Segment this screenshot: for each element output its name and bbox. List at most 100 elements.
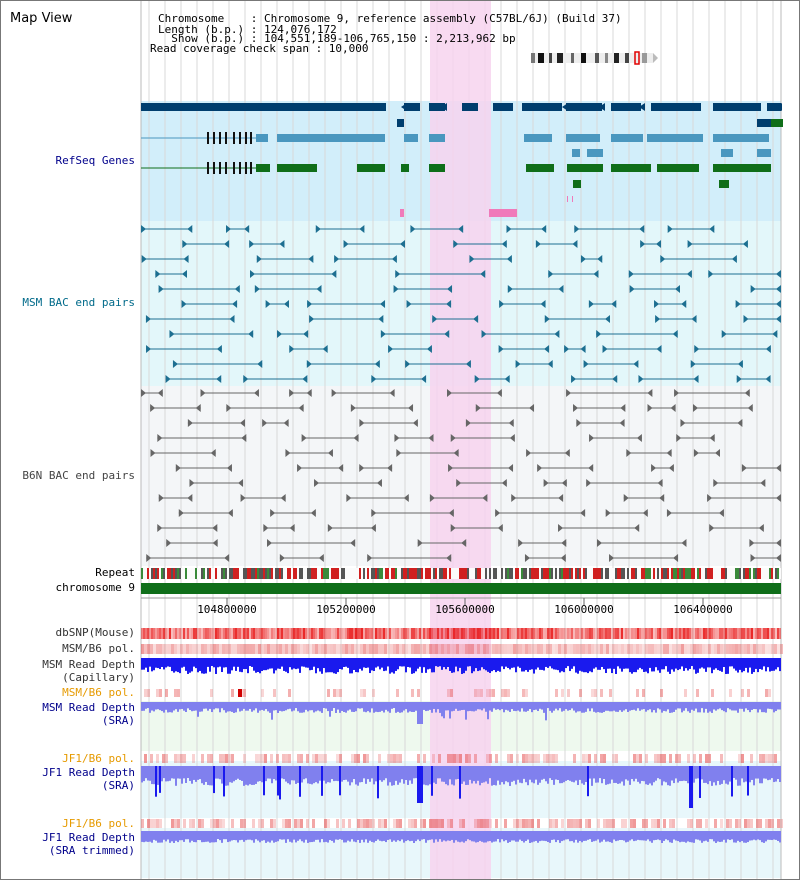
dbsnp-density (439, 628, 441, 639)
msm-depth-capillary-bar (723, 658, 725, 667)
msm-bac-pair-end (458, 225, 464, 233)
track-label-jf1-depth[interactable]: JF1 Read Depth (42, 766, 135, 779)
track-label-refseq[interactable]: RefSeq Genes (55, 154, 135, 167)
msm-depth-sra-bar (339, 702, 341, 713)
msm-depth-sra-bar (557, 702, 559, 711)
dbsnp-density (635, 628, 637, 639)
msm-bac-pair-end (279, 240, 285, 248)
jf1-depth-bar (547, 766, 549, 784)
b6n-bac-pair-end (589, 434, 595, 442)
track-label-jf1-pol[interactable]: JF1/B6 pol. (62, 752, 135, 765)
jf1-trimmed-depth-bar (729, 831, 731, 840)
dbsnp-density (367, 628, 369, 639)
track-label-msm-bac[interactable]: MSM BAC end pairs (22, 296, 135, 309)
jf1-depth-bar (347, 766, 349, 782)
jf1-trimmed-depth-bar (715, 831, 717, 843)
msm-bac-pair-end (672, 330, 678, 338)
jf1-trimmed-depth-bar (181, 831, 183, 841)
jf1-trimmed-depth-bar (667, 831, 669, 841)
msm-depth-sra-bar (191, 702, 193, 712)
msm-bac-pair-end (690, 360, 696, 368)
msm-depth-sra-bar (337, 702, 339, 710)
jf1-pol-trimmed (672, 819, 675, 828)
jf1-pol-trimmed (381, 819, 384, 828)
dbsnp-density (465, 628, 467, 639)
msm-depth-capillary-bar (445, 658, 447, 670)
msm-depth-sra-bar (687, 702, 689, 712)
jf1-depth-bar (397, 766, 399, 785)
msm-pol-capillary (423, 644, 426, 654)
track-label-msm-depth-capillary[interactable]: MSM Read Depth (42, 658, 135, 671)
jf1-depth-bar (209, 766, 211, 786)
jf1-pol (600, 754, 603, 763)
b6n-bac-pair-end (297, 464, 303, 472)
jf1-trimmed-depth-bar (467, 831, 469, 840)
ideogram-band (605, 53, 608, 63)
jf1-trimmed-depth-bar (603, 831, 605, 840)
msm-depth-capillary-bar (679, 658, 681, 670)
jf1-depth-bar (371, 766, 373, 779)
jf1-trimmed-depth-bar (213, 831, 215, 843)
b6n-bac-pair-end (482, 494, 488, 502)
jf1-trimmed-depth-bar (741, 831, 743, 842)
msm-depth-capillary-bar (561, 658, 563, 672)
jf1-trimmed-depth-bar (147, 831, 149, 842)
track-label-msm-pol-sra[interactable]: MSM/B6 pol. (62, 686, 135, 699)
msm-depth-capillary-bar (331, 658, 333, 673)
msm-depth-capillary-bar (321, 658, 323, 674)
jf1-depth-bar (251, 766, 253, 785)
track-label-jf1-trimmed[interactable]: JF1 Read Depth (42, 831, 135, 844)
jf1-depth-bar (155, 766, 157, 797)
jf1-pol-trimmed (633, 819, 636, 828)
jf1-pol (228, 754, 231, 763)
track-label-jf1-pol-trimmed[interactable]: JF1/B6 pol. (62, 817, 135, 830)
msm-depth-sra-bar (741, 702, 743, 709)
track-label-msm-depth-sra[interactable]: MSM Read Depth (42, 701, 135, 714)
msm-depth-sra-bar (387, 702, 389, 712)
msm-depth-capillary-bar (457, 658, 459, 672)
jf1-depth-bar (261, 766, 263, 783)
jf1-trimmed-depth-bar (199, 831, 201, 841)
jf1-trimmed-depth-bar (493, 831, 495, 842)
dbsnp-density (557, 628, 559, 639)
msm-pol-sra (333, 689, 336, 697)
msm-pol-capillary (774, 644, 777, 654)
dbsnp-density (525, 628, 527, 639)
track-label-b6n-bac[interactable]: B6N BAC end pairs (22, 469, 135, 482)
track-label-msm-pol-capillary[interactable]: MSM/B6 pol. (62, 642, 135, 655)
dbsnp-density (403, 628, 405, 639)
jf1-pol-trimmed (198, 819, 201, 828)
jf1-depth-bar (423, 766, 425, 785)
msm-depth-capillary-bar (409, 658, 411, 668)
msm-depth-sra-bar (691, 702, 693, 710)
track-label-dbsnp[interactable]: dbSNP(Mouse) (55, 626, 135, 639)
msm-depth-sra-bar (675, 702, 677, 710)
repeat-block (587, 568, 589, 579)
msm-depth-capillary-bar (523, 658, 525, 672)
repeat-block (435, 568, 437, 579)
msm-depth-capillary-bar (373, 658, 375, 671)
track-label-repeat[interactable]: Repeat (95, 566, 135, 579)
jf1-trimmed-depth-bar (673, 831, 675, 840)
msm-depth-capillary-bar (599, 658, 601, 670)
jf1-trimmed-depth-bar (647, 831, 649, 840)
msm-depth-sra-bar (531, 702, 533, 713)
jf1-depth-bar (509, 766, 511, 786)
msm-bac-pair-end (638, 375, 644, 383)
dbsnp-density (673, 628, 675, 639)
msm-depth-capillary-bar (709, 658, 711, 668)
msm-depth-sra-bar (369, 702, 371, 713)
msm-bac-pair-end (391, 255, 397, 263)
b6n-bac-pair-end (240, 419, 246, 427)
msm-depth-sra-bar (755, 702, 757, 710)
msm-depth-sra-bar (155, 702, 157, 710)
msm-bac-pair-end (501, 240, 507, 248)
gene-feature (771, 119, 783, 127)
track-label-chromosome[interactable]: chromosome 9 (55, 581, 135, 594)
msm-bac-pair-end (406, 300, 412, 308)
msm-pol-capillary (621, 644, 624, 654)
b6n-bac-pair-end (456, 479, 462, 487)
msm-depth-capillary-bar (701, 658, 703, 668)
repeat-block (655, 568, 657, 579)
